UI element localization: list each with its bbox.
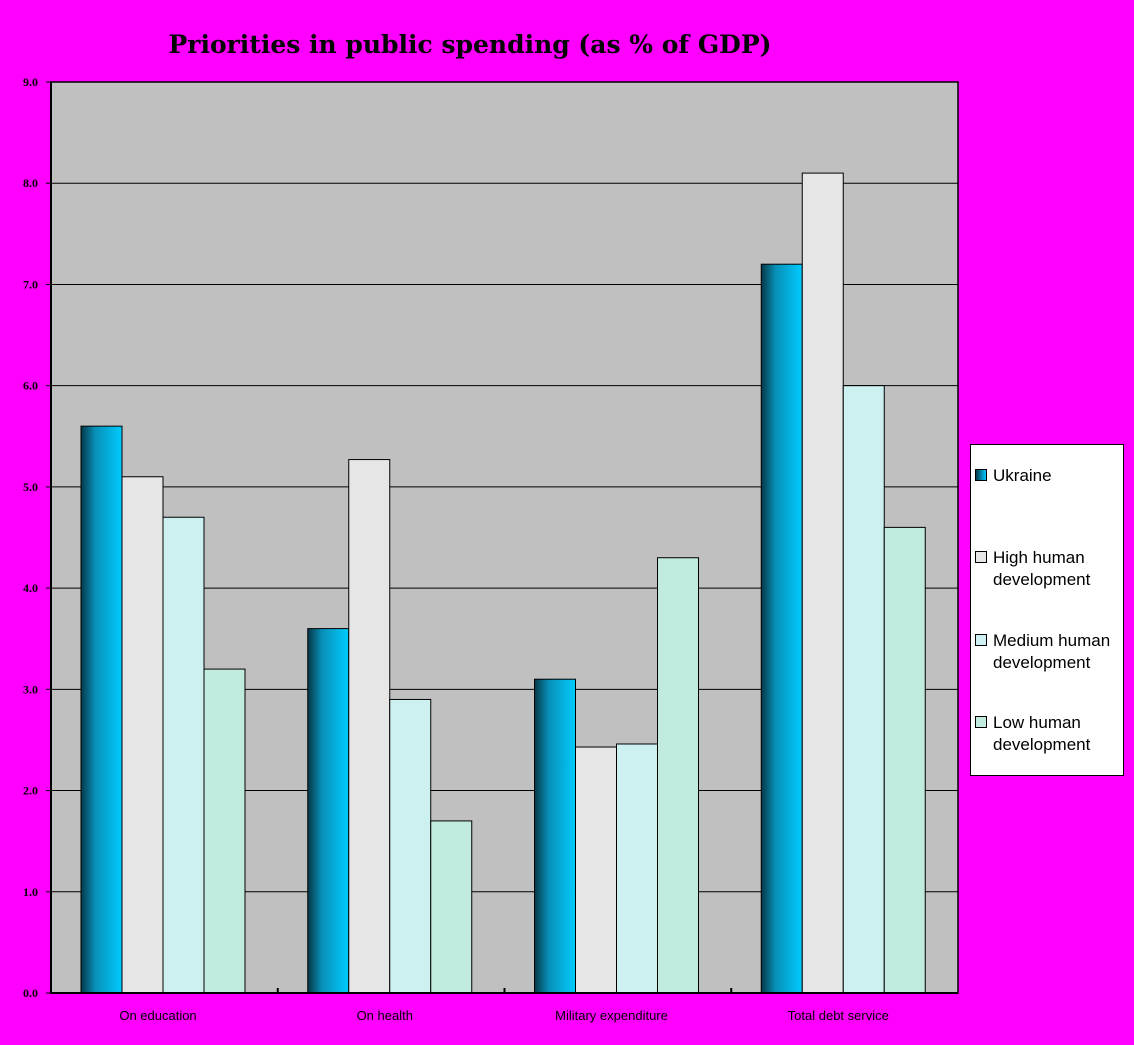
legend-swatch bbox=[975, 634, 987, 646]
bar-medium-human-development-3 bbox=[616, 743, 658, 994]
legend-label: Low human development bbox=[993, 713, 1091, 754]
bar-low-human-development-3 bbox=[657, 557, 699, 994]
y-tick-label: 7.0 bbox=[23, 277, 38, 291]
x-tick-label: On education bbox=[119, 1008, 196, 1023]
bar-high-human-development-3 bbox=[575, 746, 617, 994]
y-tick-label: 6.0 bbox=[23, 379, 38, 393]
y-axis-ticks: 0.0 1.0 2.0 3.0 4.0 5.0 6.0 7.0 8.0 9.0 bbox=[23, 75, 51, 1000]
bar-medium-human-development-4 bbox=[842, 385, 885, 994]
bar-low-human-development-4 bbox=[883, 526, 926, 994]
bar-ukraine-3 bbox=[534, 678, 576, 994]
bar-high-human-development-4 bbox=[801, 172, 844, 994]
y-tick-label: 1.0 bbox=[23, 885, 38, 899]
bar-low-human-development-2 bbox=[430, 820, 473, 994]
legend-swatch bbox=[975, 716, 987, 728]
x-tick-label: Military expenditure bbox=[555, 1008, 668, 1023]
bar-high-human-development-2 bbox=[348, 459, 391, 994]
y-tick-label: 8.0 bbox=[23, 176, 38, 190]
x-tick-label: Total debt service bbox=[788, 1008, 889, 1023]
legend-label: Medium human development bbox=[993, 631, 1111, 672]
legend-swatch bbox=[975, 469, 987, 481]
bars bbox=[80, 172, 926, 994]
legend-swatch bbox=[975, 551, 987, 563]
bar-medium-human-development-2 bbox=[389, 698, 432, 994]
chart-title: Priorities in public spending (as % of G… bbox=[168, 30, 772, 59]
legend-label: High human development bbox=[993, 548, 1091, 589]
bar-medium-human-development-1 bbox=[162, 516, 205, 994]
y-tick-label: 5.0 bbox=[23, 480, 38, 494]
bar-ukraine-4 bbox=[760, 263, 803, 994]
y-tick-label: 2.0 bbox=[23, 784, 38, 798]
bar-high-human-development-1 bbox=[121, 476, 164, 994]
bar-ukraine-1 bbox=[80, 425, 123, 994]
y-tick-label: 0.0 bbox=[23, 986, 38, 1000]
x-tick-label: On health bbox=[357, 1008, 413, 1023]
bar-low-human-development-1 bbox=[203, 668, 246, 994]
legend: Ukraine High human development Medium huma… bbox=[970, 444, 1124, 776]
bar-ukraine-2 bbox=[307, 628, 350, 994]
legend-label: Ukraine bbox=[993, 466, 1052, 485]
y-tick-label: 4.0 bbox=[23, 581, 38, 595]
y-tick-label: 9.0 bbox=[23, 75, 38, 89]
x-axis-ticks: On education On health Military expenditur… bbox=[119, 988, 889, 1023]
y-tick-label: 3.0 bbox=[23, 682, 38, 696]
